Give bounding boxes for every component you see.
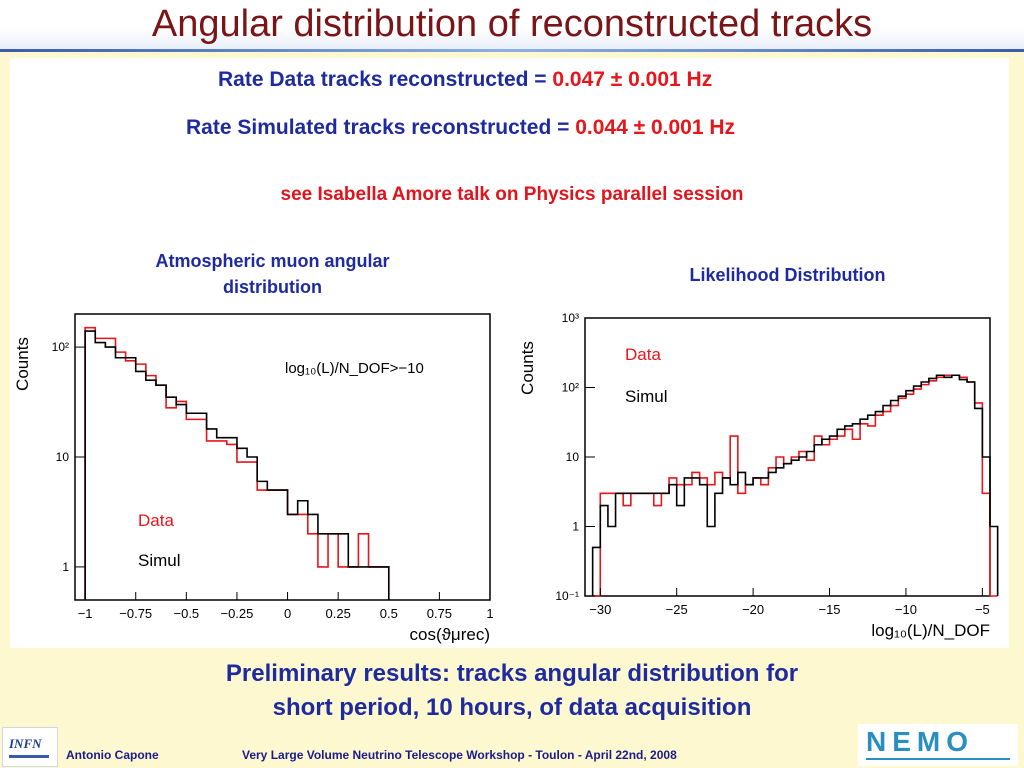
footer-author: Antonio Capone	[66, 748, 159, 762]
slide-title: Angular distribution of reconstructed tr…	[151, 3, 873, 45]
slide-caption: Preliminary results: tracks angular dist…	[0, 657, 1024, 725]
y-tick-label: 10	[56, 450, 70, 464]
x-tick-label: 0.25	[326, 606, 351, 621]
infn-logo-text: INFN	[9, 736, 42, 751]
x-tick-label: −0.25	[220, 606, 253, 621]
footer-event: Very Large Volume Neutrino Telescope Wor…	[242, 748, 677, 762]
y-tick-label: 10²	[52, 340, 69, 354]
talk-reference-note: see Isabella Amore talk on Physics paral…	[280, 184, 744, 205]
x-tick-label: 1	[486, 606, 493, 621]
x-tick-label: −15	[818, 602, 840, 617]
plot-frame	[74, 313, 491, 601]
rate-data-line: Rate Data tracks reconstructed = 0.047 ±…	[218, 68, 712, 92]
x-tick-label: −0.5	[174, 606, 200, 621]
plot-frame	[584, 317, 991, 597]
left-heading-line2: distribution	[223, 277, 322, 297]
rate-sim-value: 0.044 ± 0.001 Hz	[575, 116, 736, 139]
x-tick-label: 0.75	[427, 606, 452, 621]
nemo-logo: NEMO	[858, 724, 1018, 766]
legend-simul: Simul	[138, 551, 181, 570]
x-tick-label: −20	[742, 602, 764, 617]
legend-data: Data	[138, 511, 174, 530]
y-axis-label: Counts	[13, 337, 32, 391]
caption-line1: Preliminary results: tracks angular dist…	[225, 660, 799, 687]
x-axis-label: log₁₀(L)/N_DOF	[871, 621, 990, 640]
nemo-logo-stripe	[866, 758, 1010, 760]
nemo-logo-text: NEMO	[866, 726, 974, 757]
legend-simul: Simul	[625, 387, 668, 406]
series-simul-line	[84, 330, 390, 600]
likelihood-distribution-chart: −30 −25 −20 −15 −10 −5 10⁻¹ 1 10 10² 10³ Counts log₁…	[518, 311, 999, 640]
right-panel-heading: Likelihood Distribution	[689, 265, 886, 285]
x-tick-label: −10	[895, 602, 917, 617]
angular-distribution-chart: −1 −0.75 −0.5 −0.25 0 0.25 0.5 0.75 1 1 10 10² Count…	[13, 313, 494, 644]
left-panel-heading: Atmospheric muon angular distribution	[100, 248, 445, 300]
rate-data-label: Rate Data tracks reconstructed =	[218, 68, 553, 91]
y-axis-label: Counts	[518, 341, 537, 395]
infn-logo: INFN	[2, 727, 58, 767]
rate-sim-label: Rate Simulated tracks reconstructed =	[186, 116, 576, 139]
y-tick-label: 10	[566, 450, 580, 464]
y-tick-label: 1	[62, 560, 69, 574]
y-tick-label: 10⁻¹	[555, 589, 579, 603]
title-band	[0, 0, 1024, 50]
x-tick-label: −30	[589, 602, 611, 617]
y-tick-label: 10³	[562, 311, 579, 325]
infn-logo-stripe	[9, 755, 49, 758]
x-tick-label: −0.75	[119, 606, 152, 621]
x-tick-label: 0	[284, 606, 291, 621]
title-rule	[0, 49, 1024, 52]
rate-data-value: 0.047 ± 0.001 Hz	[552, 68, 713, 91]
x-tick-label: −5	[975, 602, 990, 617]
x-tick-label: −25	[666, 602, 688, 617]
rate-sim-line: Rate Simulated tracks reconstructed = 0.…	[186, 116, 735, 140]
x-tick-label: −1	[78, 606, 93, 621]
caption-line2: short period, 10 hours, of data acquisit…	[272, 694, 752, 721]
series-simul-line	[591, 374, 999, 596]
cut-annotation: log₁₀(L)/N_DOF>−10	[285, 360, 424, 377]
left-heading-line1: Atmospheric muon angular	[155, 251, 390, 271]
x-tick-label: 0.5	[380, 606, 398, 621]
series-data-line	[84, 326, 390, 600]
legend-data: Data	[625, 345, 661, 364]
y-tick-label: 10²	[562, 381, 579, 395]
y-tick-label: 1	[572, 520, 579, 534]
x-axis-label: cos(ϑμrec)	[410, 625, 490, 644]
